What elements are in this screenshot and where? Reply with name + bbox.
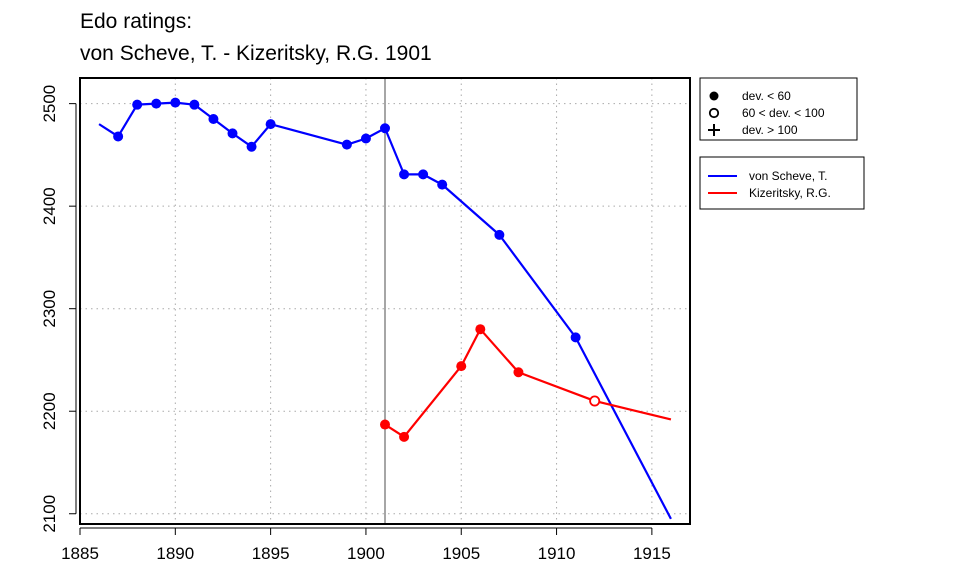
x-tick-label: 1910 <box>538 544 576 563</box>
data-point <box>132 99 143 110</box>
data-point <box>399 431 410 442</box>
series-legend-box <box>699 156 865 210</box>
y-tick-label: 2500 <box>40 85 59 123</box>
chart-title: Edo ratings: <box>80 10 192 33</box>
data-point <box>189 99 200 110</box>
series-group <box>98 97 672 520</box>
marker-legend-label-1: 60 < dev. < 100 <box>742 106 825 120</box>
x-tick-label: 1890 <box>156 544 194 563</box>
y-tick-label: 2400 <box>40 187 59 225</box>
marker-legend-box <box>699 77 858 141</box>
plot-frame <box>79 77 691 525</box>
data-point <box>456 361 467 372</box>
data-point <box>475 324 486 335</box>
data-point <box>494 229 505 240</box>
data-point <box>265 119 276 130</box>
x-tick-label: 1895 <box>252 544 290 563</box>
data-point <box>513 367 524 378</box>
data-point <box>341 139 352 150</box>
data-point <box>227 128 238 139</box>
axes: 1885 1890 1895 1900 1905 1910 1915 2100 2200 2300… <box>40 85 671 563</box>
filled-circle-symbol <box>709 91 719 101</box>
series-legend: von Scheve, T. Kizeritsky, R.G. <box>699 156 865 210</box>
data-point <box>208 114 219 125</box>
x-tick-label: 1905 <box>442 544 480 563</box>
data-point <box>380 419 390 430</box>
x-tick-label: 1885 <box>61 544 99 563</box>
data-point <box>170 97 181 108</box>
data-point <box>246 141 257 152</box>
x-tick-label: 1900 <box>347 544 385 563</box>
data-point <box>113 131 124 142</box>
series-legend-label-0: von Scheve, T. <box>749 169 828 183</box>
data-point-open <box>589 395 601 407</box>
marker-legend: dev. < 60 60 < dev. < 100 dev. > 100 <box>699 77 858 141</box>
data-point <box>360 133 371 144</box>
y-tick-label: 2200 <box>40 392 59 430</box>
marker-legend-label-0: dev. < 60 <box>742 89 791 103</box>
data-point <box>418 169 429 180</box>
x-tick-label: 1915 <box>633 544 671 563</box>
plus-symbol <box>708 124 720 136</box>
y-tick-label: 2300 <box>40 290 59 328</box>
chart-subtitle: von Scheve, T. - Kizeritsky, R.G. 1901 <box>80 42 432 65</box>
data-point <box>380 123 390 134</box>
data-point <box>399 169 410 180</box>
series-line-1 <box>384 328 672 438</box>
open-circle-symbol <box>708 107 720 119</box>
data-point <box>437 179 448 190</box>
series-legend-label-1: Kizeritsky, R.G. <box>749 186 831 200</box>
marker-legend-label-2: dev. > 100 <box>742 123 798 137</box>
data-point <box>151 98 162 109</box>
data-point <box>570 332 581 343</box>
y-tick-label: 2100 <box>40 495 59 533</box>
